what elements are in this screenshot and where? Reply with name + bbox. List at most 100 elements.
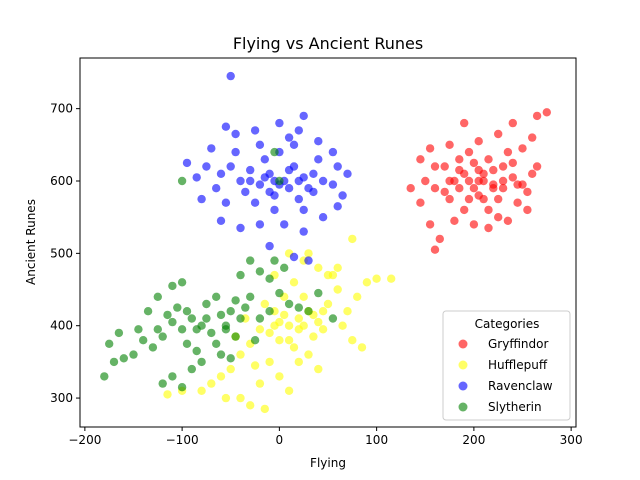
data-point: [528, 169, 537, 178]
data-point: [425, 144, 435, 153]
data-point: [387, 274, 396, 283]
data-point: [289, 343, 299, 352]
data-point: [450, 216, 459, 225]
legend: Categories Gryffindor Hufflepuff Ravenclaw…: [442, 310, 571, 421]
data-point: [343, 307, 352, 316]
data-point: [479, 194, 488, 204]
data-point: [304, 307, 313, 316]
data-point: [255, 180, 265, 189]
data-point: [309, 169, 318, 178]
y-axis-ticks: 300 400 500 600 700: [50, 102, 80, 405]
data-point: [289, 140, 299, 149]
data-point: [523, 187, 532, 197]
data-point: [250, 198, 260, 207]
data-point: [406, 184, 415, 193]
data-point: [236, 393, 245, 403]
data-point: [255, 220, 265, 229]
data-point: [202, 162, 211, 171]
data-point: [216, 350, 226, 359]
legend-label: Ravenclaw: [488, 379, 553, 393]
data-point: [163, 310, 172, 320]
data-point: [105, 339, 114, 348]
y-axis-label: Ancient Runes: [24, 199, 38, 285]
data-point: [489, 165, 498, 175]
data-point: [270, 147, 279, 157]
data-point: [498, 176, 508, 186]
data-point: [464, 194, 474, 204]
data-point: [460, 118, 469, 128]
data-point: [348, 336, 357, 345]
data-point: [177, 325, 187, 334]
chart-title: Flying vs Ancient Runes: [233, 34, 423, 53]
data-point: [148, 343, 158, 352]
data-point: [246, 292, 255, 301]
data-point: [231, 129, 240, 139]
data-point: [216, 216, 226, 225]
data-point: [221, 122, 231, 131]
data-point: [246, 176, 255, 186]
data-point: [294, 176, 303, 186]
data-point: [494, 213, 503, 222]
data-point: [265, 307, 274, 316]
data-point: [192, 173, 201, 182]
x-tick-label: 200: [462, 433, 485, 447]
data-point: [474, 176, 483, 186]
legend-entries: Gryffindor Hufflepuff Ravenclaw Slytherin: [458, 337, 553, 414]
data-point: [250, 126, 260, 135]
data-point: [187, 364, 196, 374]
data-point: [469, 158, 479, 168]
data-point: [275, 372, 284, 381]
data-point: [192, 346, 201, 356]
data-point: [440, 162, 449, 171]
legend-title: Categories: [475, 317, 540, 331]
data-point: [513, 198, 522, 207]
data-point: [469, 184, 479, 193]
data-point: [304, 350, 313, 359]
data-point: [284, 133, 294, 142]
data-point: [265, 187, 274, 197]
legend-entry-hufflepuff: Hufflepuff: [458, 358, 548, 372]
data-point: [168, 281, 177, 291]
data-point: [226, 354, 235, 363]
legend-marker: [458, 339, 468, 349]
data-point: [455, 155, 464, 164]
data-point: [129, 350, 138, 359]
data-point: [212, 184, 221, 193]
data-point: [114, 328, 124, 338]
x-tick-label: −200: [68, 433, 101, 447]
data-point: [109, 357, 119, 367]
data-point: [216, 310, 226, 320]
data-point: [464, 176, 474, 186]
data-point: [484, 223, 493, 233]
data-point: [532, 162, 542, 171]
data-point: [226, 307, 235, 316]
data-point: [216, 169, 226, 178]
data-point: [435, 234, 444, 244]
data-point: [498, 184, 508, 193]
data-point: [255, 379, 265, 388]
data-point: [430, 245, 440, 254]
data-point: [523, 205, 532, 215]
data-point: [270, 205, 279, 215]
data-point: [353, 292, 362, 301]
y-tick-label: 300: [50, 391, 73, 405]
data-point: [318, 176, 328, 186]
data-point: [236, 223, 245, 233]
data-point: [528, 133, 537, 142]
data-point: [299, 111, 308, 121]
x-tick-label: 0: [276, 433, 284, 447]
data-point: [231, 332, 240, 341]
data-point: [299, 205, 308, 215]
data-point: [343, 169, 352, 178]
data-point: [226, 71, 235, 81]
data-point: [119, 354, 128, 363]
data-point: [338, 321, 347, 330]
data-point: [357, 343, 367, 352]
data-point: [177, 383, 187, 392]
data-point: [348, 234, 357, 244]
data-point: [494, 129, 503, 139]
data-point: [328, 180, 338, 189]
data-point: [221, 325, 231, 334]
data-point: [275, 336, 284, 345]
data-point: [508, 158, 517, 168]
